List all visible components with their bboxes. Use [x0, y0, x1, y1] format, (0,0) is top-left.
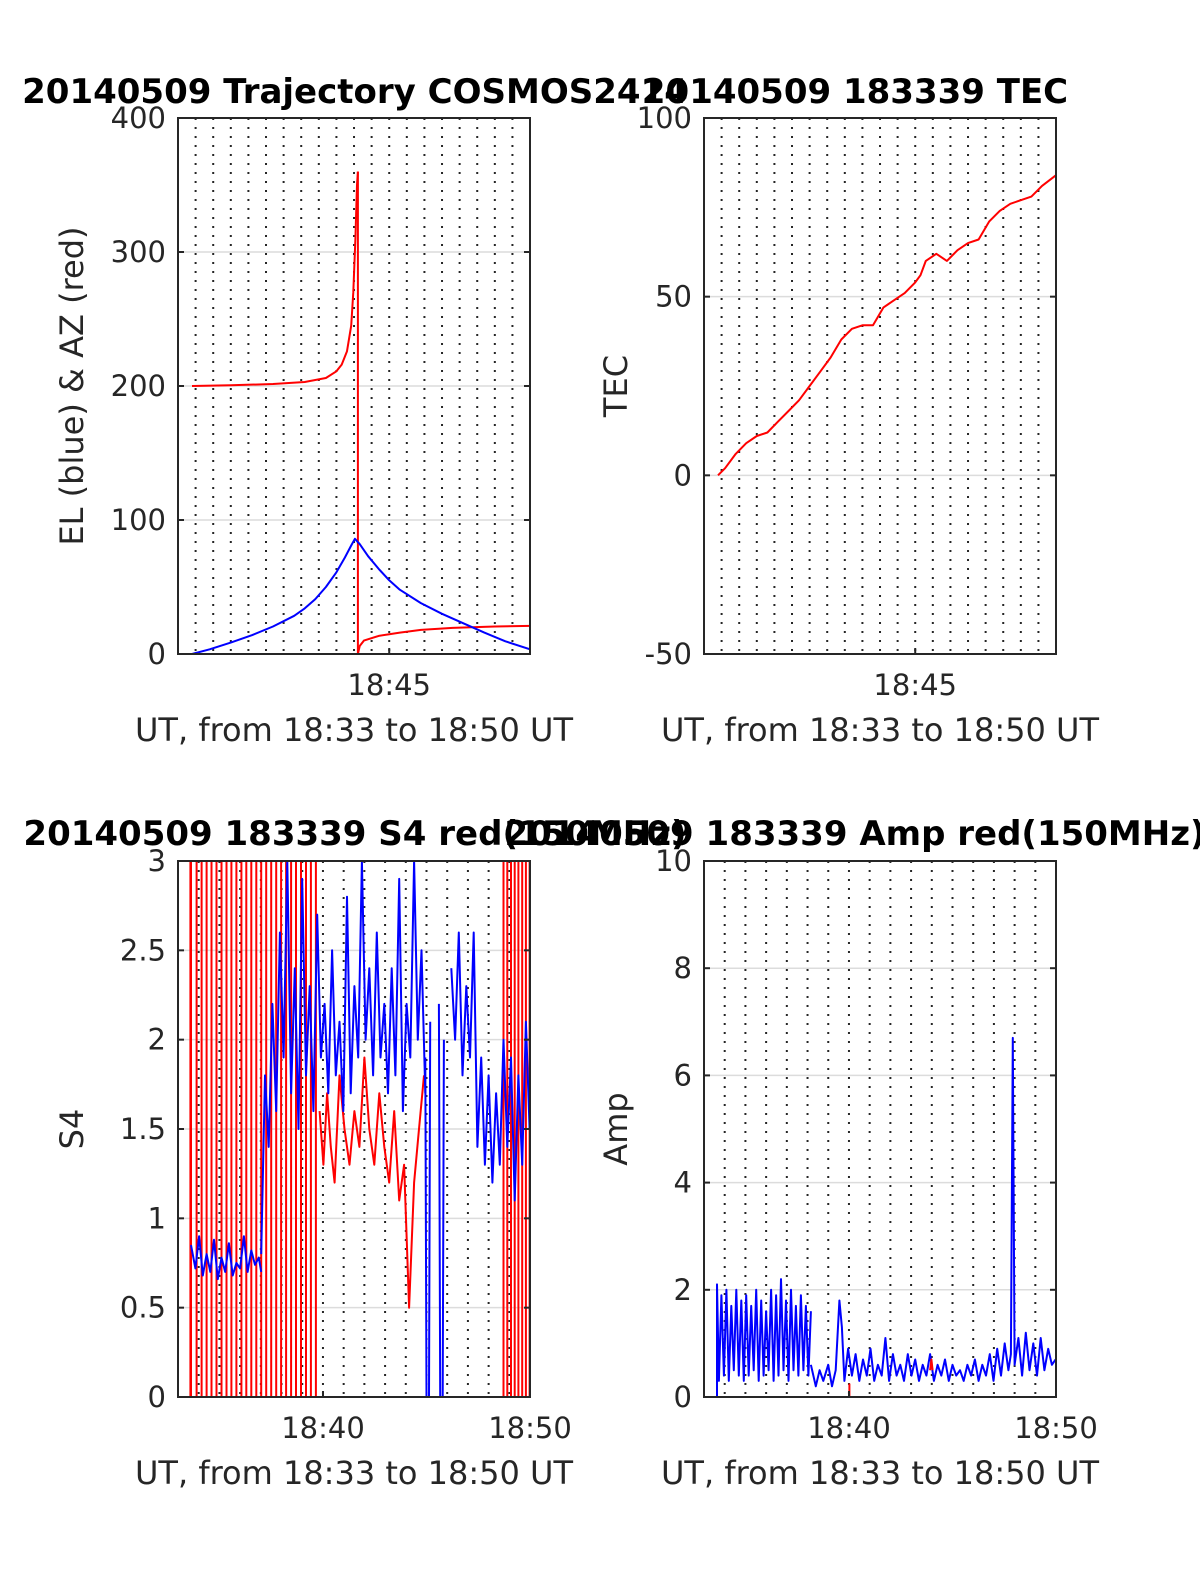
panel-s4: 0 0.5 1 1.5 2 2.5 3 18:40 18:50 UT, from 18:33 to… — [23, 814, 686, 1492]
amp-ytick-label-1: 2 — [674, 1273, 692, 1307]
s4-series-1-segment-1 — [260, 861, 427, 1255]
trajectory-ytick-label-1: 100 — [111, 503, 166, 537]
s4-ytick-label-5: 2.5 — [120, 933, 166, 967]
s4-series-0-segment-1 — [190, 861, 317, 1397]
s4-series-0-segment-2 — [318, 1056, 425, 1309]
tec-data — [717, 174, 1056, 477]
tec-ytick-label-0: -50 — [645, 637, 692, 671]
tec-ytick-label-2: 50 — [655, 280, 692, 314]
trajectory-series-1-segment-0 — [191, 537, 530, 654]
trajectory-y-axis-label: EL (blue) & AZ (red) — [53, 226, 91, 545]
s4-series-1-segment-4 — [450, 931, 530, 1202]
s4-ytick-label-3: 1.5 — [120, 1112, 166, 1146]
s4-series-1-segment-3 — [437, 1003, 445, 1397]
amp-ytick-label-3: 6 — [674, 1058, 692, 1092]
s4-data — [189, 861, 530, 1397]
tec-xtick-label-0: 18:45 — [873, 668, 957, 702]
tec-plot-area — [704, 118, 1056, 654]
amp-series-0-segment-0 — [716, 1278, 812, 1397]
amp-xtick-label-1: 18:50 — [1014, 1411, 1098, 1445]
s4-ytick-label-1: 0.5 — [120, 1291, 166, 1325]
amp-x-axis-label: UT, from 18:33 to 18:50 UT — [661, 1454, 1099, 1492]
trajectory-xtick-label-0: 18:45 — [347, 668, 431, 702]
s4-ytick-label-0: 0 — [148, 1380, 166, 1414]
tec-series-0-segment-0 — [717, 174, 1056, 477]
amp-plot-area — [704, 861, 1056, 1397]
amp-series-1-segment-1 — [929, 1358, 934, 1371]
tec-title: 20140509 183339 TEC — [642, 72, 1068, 112]
tec-ytick-label-1: 0 — [674, 458, 692, 492]
amp-data — [716, 1036, 1056, 1397]
trajectory-series-0-segment-2 — [356, 624, 530, 654]
panel-tec: -50 0 50 100 18:45 UT, from 18:33 to 18:50 UT… — [597, 72, 1099, 749]
trajectory-series-0-segment-0 — [191, 171, 359, 387]
tec-ytick-label-3: 100 — [637, 101, 692, 135]
amp-ytick-label-5: 10 — [655, 844, 692, 878]
s4-x-axis-label: UT, from 18:33 to 18:50 UT — [135, 1454, 573, 1492]
amp-axes-frame — [703, 860, 1057, 1398]
trajectory-ytick-label-2: 200 — [111, 369, 166, 403]
panel-trajectory: 0 100 200 300 400 18:45 UT, from 18:33 to 18:5… — [22, 72, 688, 749]
amp-xtick-label-0: 18:40 — [807, 1411, 891, 1445]
s4-y-axis-label: S4 — [53, 1109, 91, 1150]
tec-x-axis-label: UT, from 18:33 to 18:50 UT — [661, 711, 1099, 749]
amp-ytick-label-2: 4 — [674, 1166, 692, 1200]
trajectory-ytick-label-3: 300 — [111, 235, 166, 269]
s4-ytick-label-6: 3 — [148, 844, 166, 878]
s4-ytick-label-4: 2 — [148, 1023, 166, 1057]
amp-ytick-label-4: 8 — [674, 951, 692, 985]
s4-series-1-segment-0 — [190, 1235, 263, 1281]
amp-series-0-segment-1 — [809, 1036, 1056, 1388]
s4-title: 20140509 183339 S4 red(150MHz) — [23, 814, 686, 854]
panel-amp: 0 2 4 6 8 10 18:40 18:50 UT, from 18:33 to 18:50… — [504, 814, 1200, 1492]
amp-y-axis-label: Amp — [597, 1092, 635, 1165]
tec-y-axis-label: TEC — [597, 355, 635, 418]
amp-title: 20140509 183339 Amp red(150MHz) — [504, 814, 1200, 854]
s4-series-1-segment-2 — [424, 1021, 432, 1397]
trajectory-data — [191, 171, 530, 654]
amp-ytick-label-0: 0 — [674, 1380, 692, 1414]
trajectory-title: 20140509 Trajectory COSMOS2414 — [22, 72, 688, 112]
s4-xtick-label-1: 18:50 — [488, 1411, 572, 1445]
tec-axes-frame — [703, 117, 1057, 655]
trajectory-ytick-label-0: 0 — [148, 637, 166, 671]
trajectory-x-axis-label: UT, from 18:33 to 18:50 UT — [135, 711, 573, 749]
s4-ytick-label-2: 1 — [148, 1201, 166, 1235]
trajectory-ytick-label-4: 400 — [111, 101, 166, 135]
s4-xtick-label-0: 18:40 — [281, 1411, 365, 1445]
